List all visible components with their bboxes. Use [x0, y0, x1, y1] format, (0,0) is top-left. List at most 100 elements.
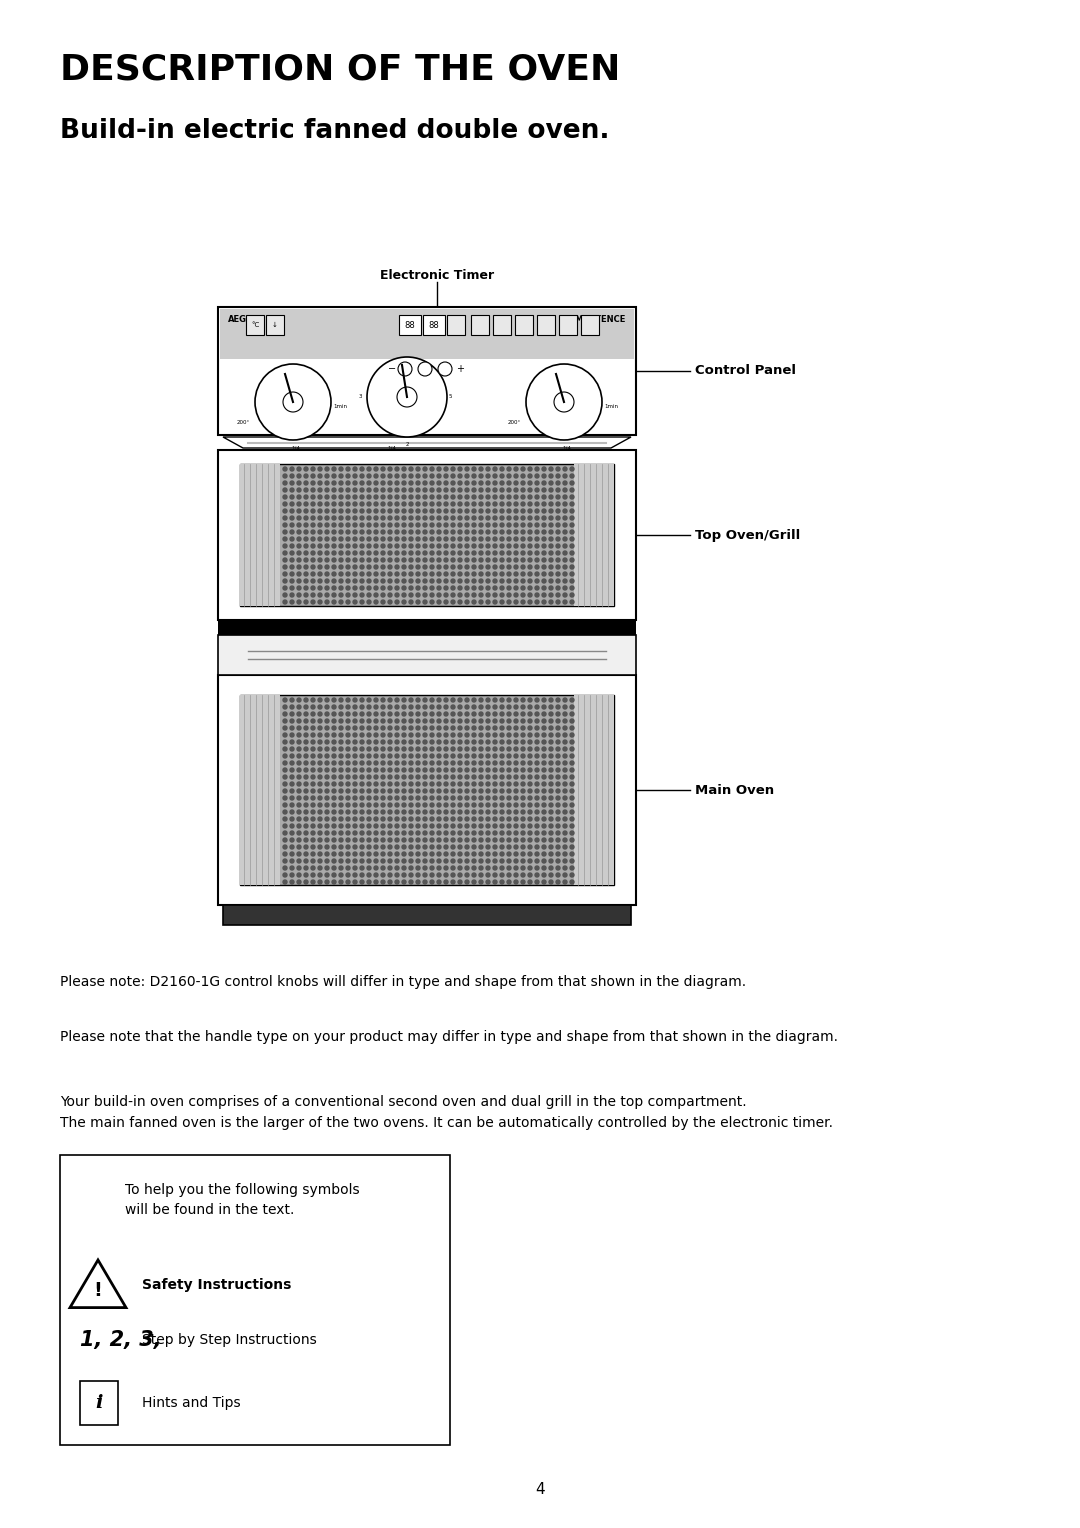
Circle shape — [542, 593, 546, 597]
Circle shape — [480, 753, 483, 758]
Circle shape — [507, 853, 511, 856]
Circle shape — [437, 712, 441, 717]
Circle shape — [570, 523, 573, 527]
Circle shape — [325, 712, 329, 717]
Circle shape — [535, 804, 539, 807]
Circle shape — [388, 601, 392, 604]
Circle shape — [500, 733, 504, 736]
Circle shape — [451, 487, 455, 492]
Circle shape — [556, 775, 561, 779]
Circle shape — [318, 831, 322, 834]
Circle shape — [303, 880, 308, 885]
Circle shape — [542, 866, 546, 869]
Circle shape — [535, 880, 539, 885]
Circle shape — [311, 796, 315, 801]
Circle shape — [332, 810, 336, 814]
Circle shape — [423, 872, 427, 877]
Circle shape — [507, 704, 511, 709]
Circle shape — [444, 698, 448, 701]
Circle shape — [367, 571, 372, 576]
Circle shape — [492, 810, 497, 814]
Circle shape — [500, 804, 504, 807]
Circle shape — [437, 579, 441, 584]
Circle shape — [388, 788, 392, 793]
Circle shape — [535, 853, 539, 856]
Circle shape — [486, 733, 490, 736]
Circle shape — [409, 523, 413, 527]
Circle shape — [535, 740, 539, 744]
Circle shape — [542, 817, 546, 821]
Circle shape — [480, 704, 483, 709]
Circle shape — [556, 872, 561, 877]
Circle shape — [528, 804, 532, 807]
Circle shape — [332, 866, 336, 869]
Circle shape — [458, 509, 462, 513]
Circle shape — [297, 747, 301, 750]
Circle shape — [570, 853, 573, 856]
Circle shape — [318, 481, 322, 484]
Circle shape — [395, 753, 399, 758]
Circle shape — [283, 565, 287, 568]
Circle shape — [430, 495, 434, 500]
Circle shape — [472, 712, 476, 717]
Circle shape — [444, 831, 448, 834]
Circle shape — [430, 523, 434, 527]
Circle shape — [297, 698, 301, 701]
Circle shape — [556, 866, 561, 869]
Circle shape — [514, 845, 518, 850]
Circle shape — [549, 536, 553, 541]
Circle shape — [563, 740, 567, 744]
Circle shape — [339, 487, 343, 492]
Circle shape — [423, 753, 427, 758]
Circle shape — [283, 487, 287, 492]
Circle shape — [346, 810, 350, 814]
Circle shape — [367, 565, 372, 568]
Circle shape — [556, 824, 561, 828]
Circle shape — [423, 587, 427, 590]
Circle shape — [492, 468, 497, 471]
Circle shape — [416, 775, 420, 779]
Circle shape — [360, 495, 364, 500]
Circle shape — [528, 698, 532, 701]
Circle shape — [556, 747, 561, 750]
Circle shape — [458, 704, 462, 709]
Circle shape — [542, 468, 546, 471]
Circle shape — [430, 782, 434, 785]
Circle shape — [507, 747, 511, 750]
Circle shape — [556, 474, 561, 478]
Circle shape — [542, 796, 546, 801]
Circle shape — [563, 824, 567, 828]
Circle shape — [388, 468, 392, 471]
Circle shape — [325, 747, 329, 750]
Circle shape — [291, 753, 294, 758]
Circle shape — [458, 804, 462, 807]
Circle shape — [374, 747, 378, 750]
Circle shape — [465, 544, 469, 549]
Circle shape — [339, 880, 343, 885]
Circle shape — [374, 720, 378, 723]
Circle shape — [507, 593, 511, 597]
Circle shape — [451, 544, 455, 549]
Circle shape — [570, 831, 573, 834]
Circle shape — [318, 495, 322, 500]
Circle shape — [542, 753, 546, 758]
Circle shape — [465, 536, 469, 541]
Circle shape — [283, 817, 287, 821]
Circle shape — [291, 853, 294, 856]
Circle shape — [402, 544, 406, 549]
Circle shape — [318, 558, 322, 562]
Circle shape — [521, 747, 525, 750]
Circle shape — [353, 552, 357, 555]
Circle shape — [514, 859, 518, 863]
Circle shape — [507, 753, 511, 758]
Circle shape — [486, 859, 490, 863]
Circle shape — [486, 536, 490, 541]
Circle shape — [303, 495, 308, 500]
Circle shape — [388, 872, 392, 877]
Circle shape — [374, 733, 378, 736]
Circle shape — [388, 720, 392, 723]
Circle shape — [444, 733, 448, 736]
Circle shape — [535, 831, 539, 834]
Circle shape — [492, 523, 497, 527]
Circle shape — [549, 509, 553, 513]
